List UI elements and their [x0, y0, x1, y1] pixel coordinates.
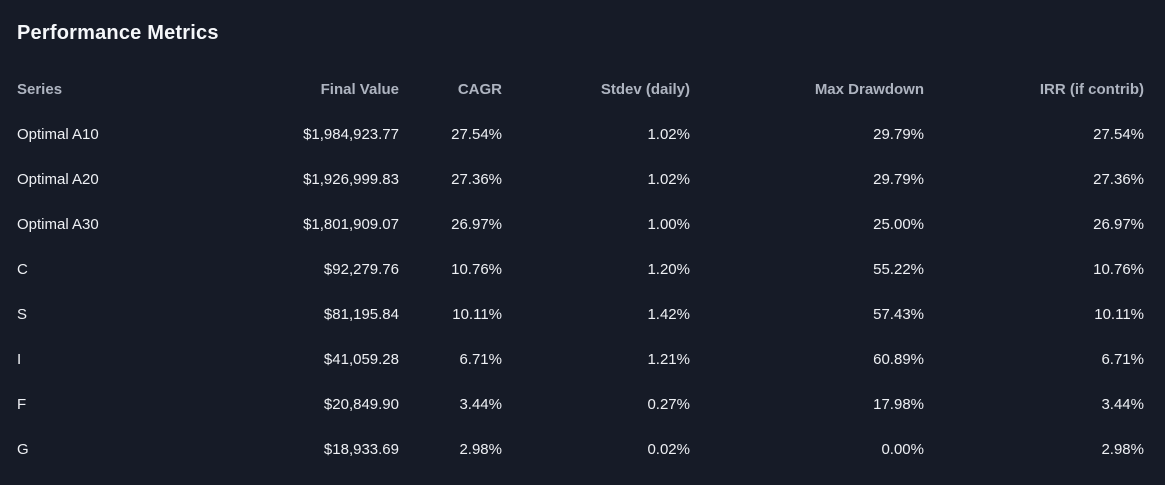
- table-row: F $20,849.90 3.44% 0.27% 17.98% 3.44%: [17, 382, 1144, 427]
- cell-irr: 6.71%: [1101, 351, 1144, 368]
- table-row: Optimal A30 $1,801,909.07 26.97% 1.00% 25.00…: [17, 202, 1144, 247]
- cell-max-drawdown: 17.98%: [873, 396, 924, 413]
- cell-irr: 3.44%: [1101, 396, 1144, 413]
- cell-cagr: 10.11%: [452, 306, 502, 323]
- cell-final-value: $20,849.90: [323, 396, 399, 413]
- cell-cagr: 26.97%: [451, 216, 502, 233]
- cell-max-drawdown: 57.43%: [873, 306, 924, 323]
- cell-stdev-daily: 0.27%: [647, 396, 690, 413]
- cell-cagr: 2.98%: [459, 441, 502, 458]
- cell-irr: 27.36%: [1093, 171, 1144, 188]
- cell-irr: 26.97%: [1093, 216, 1144, 233]
- cell-cagr: 3.44%: [459, 396, 502, 413]
- cell-max-drawdown: 55.22%: [873, 261, 924, 278]
- performance-metrics-panel: Performance Metrics Series Final Value C…: [0, 22, 1165, 485]
- table-row: Optimal A10 $1,984,923.77 27.54% 1.02% 29.79…: [17, 112, 1144, 157]
- cell-max-drawdown: 29.79%: [873, 126, 924, 143]
- cell-stdev-daily: 0.02%: [647, 441, 690, 458]
- column-header-irr: IRR (if contrib): [1039, 81, 1144, 98]
- cell-series: C: [17, 261, 28, 278]
- cell-stdev-daily: 1.20%: [647, 261, 690, 278]
- table-row: C $92,279.76 10.76% 1.20% 55.22% 10.76%: [17, 247, 1144, 292]
- cell-cagr: 10.76%: [451, 261, 502, 278]
- column-header-final-value: Final Value: [320, 81, 399, 98]
- cell-final-value: $1,801,909.07: [303, 216, 399, 233]
- cell-final-value: $1,984,923.77: [303, 126, 399, 143]
- cell-irr: 2.98%: [1101, 441, 1144, 458]
- cell-irr: 10.76%: [1093, 261, 1144, 278]
- cell-cagr: 6.71%: [459, 351, 502, 368]
- cell-stdev-daily: 1.21%: [647, 351, 690, 368]
- column-header-stdev-daily: Stdev (daily): [600, 81, 690, 98]
- column-header-max-drawdown: Max Drawdown: [814, 81, 924, 98]
- panel-title: Performance Metrics: [17, 22, 219, 44]
- cell-stdev-daily: 1.02%: [647, 171, 690, 188]
- cell-max-drawdown: 0.00%: [881, 441, 924, 458]
- cell-max-drawdown: 25.00%: [873, 216, 924, 233]
- cell-series: Optimal A30: [17, 216, 99, 233]
- table-row: I $41,059.28 6.71% 1.21% 60.89% 6.71%: [17, 337, 1144, 382]
- cell-irr: 27.54%: [1093, 126, 1144, 143]
- cell-stdev-daily: 1.00%: [647, 216, 690, 233]
- cell-series: Optimal A20: [17, 171, 99, 188]
- column-header-cagr: CAGR: [457, 81, 502, 98]
- cell-final-value: $18,933.69: [323, 441, 399, 458]
- cell-series: S: [17, 306, 28, 323]
- cell-final-value: $1,926,999.83: [303, 171, 399, 188]
- table-row: Optimal A20 $1,926,999.83 27.36% 1.02% 29.79…: [17, 157, 1144, 202]
- cell-max-drawdown: 60.89%: [873, 351, 924, 368]
- cell-series: I: [17, 351, 22, 368]
- cell-final-value: $92,279.76: [323, 261, 399, 278]
- cell-final-value: $41,059.28: [323, 351, 399, 368]
- cell-cagr: 27.54%: [451, 126, 502, 143]
- cell-stdev-daily: 1.02%: [647, 126, 690, 143]
- column-header-series: Series: [17, 81, 63, 98]
- cell-irr: 10.11%: [1094, 306, 1144, 323]
- cell-cagr: 27.36%: [451, 171, 502, 188]
- cell-final-value: $81,195.84: [323, 306, 399, 323]
- cell-stdev-daily: 1.42%: [647, 306, 690, 323]
- cell-max-drawdown: 29.79%: [873, 171, 924, 188]
- performance-metrics-table: Series Final Value CAGR Stdev (daily) Ma…: [17, 67, 1144, 472]
- table-row: S $81,195.84 10.11% 1.42% 57.43% 10.11%: [17, 292, 1144, 337]
- table-body: Optimal A10 $1,984,923.77 27.54% 1.02% 29.79…: [17, 112, 1144, 472]
- cell-series: F: [17, 396, 27, 413]
- cell-series: Optimal A10: [17, 126, 99, 143]
- cell-series: G: [17, 441, 29, 458]
- table-row: G $18,933.69 2.98% 0.02% 0.00% 2.98%: [17, 427, 1144, 472]
- table-header-row: Series Final Value CAGR Stdev (daily) Ma…: [17, 67, 1144, 112]
